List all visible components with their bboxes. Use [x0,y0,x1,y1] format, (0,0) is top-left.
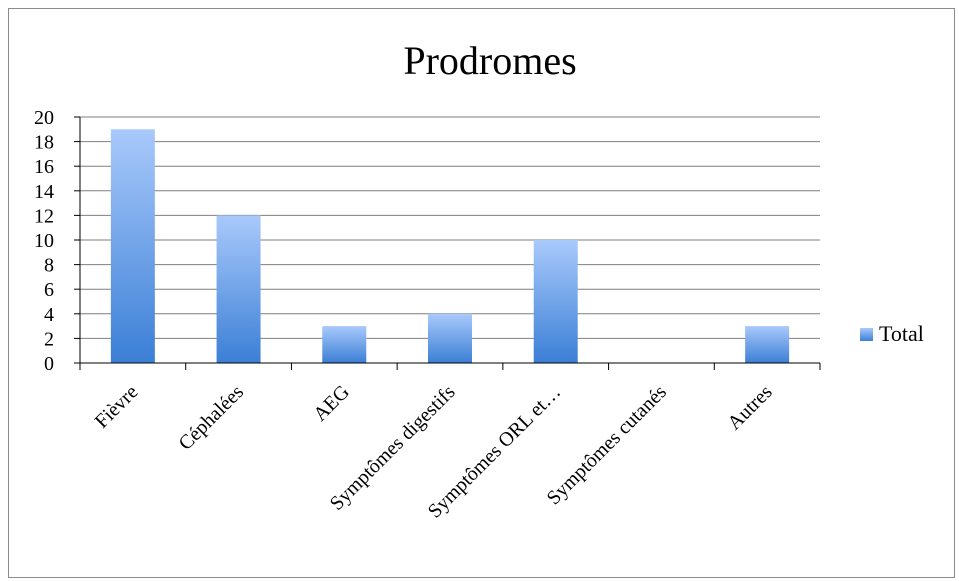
y-tick-label: 6 [44,279,54,301]
legend-label-total: Total [879,321,924,346]
chart-title: Prodromes [403,38,576,83]
y-tick-label: 14 [34,181,54,203]
x-tick-label: AEG [309,381,354,426]
x-tick-label: Céphalées [174,381,248,455]
bars [110,129,790,363]
gridlines [74,116,820,364]
y-tick-label: 8 [44,255,54,277]
y-tick-label: 10 [34,230,54,252]
x-tick-label: Fièvre [91,381,143,433]
y-tick-label: 20 [34,107,54,129]
bar [533,240,578,363]
x-tick-label: Symptômes cutanés [543,381,671,509]
axes [79,117,821,370]
bar [322,326,367,363]
y-tick-label: 2 [44,328,54,350]
chart-frame [8,8,955,578]
legend-swatch-total [860,328,873,341]
x-tick-label: Autres [723,381,776,434]
bar [216,215,261,363]
y-tick-label: 18 [34,132,54,154]
y-tick-label: 12 [34,205,54,227]
y-tick-label: 0 [44,353,54,375]
y-tick-label: 4 [44,304,54,326]
bar [110,129,155,363]
legend: Total [860,321,924,346]
y-tick-label: 16 [34,156,54,178]
bar [428,313,472,363]
bar [745,326,790,363]
